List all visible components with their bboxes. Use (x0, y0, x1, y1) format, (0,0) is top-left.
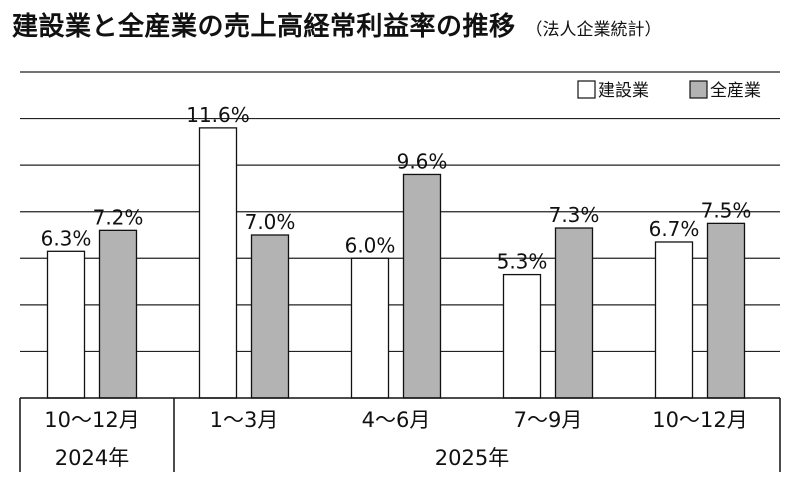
chart-title: 建設業と全産業の売上高経常利益率の推移 (12, 12, 516, 42)
data-label: 7.0% (245, 210, 296, 234)
data-label: 7.3% (549, 203, 600, 227)
data-label: 6.0% (345, 233, 396, 257)
year-label: 2024年 (55, 446, 129, 470)
legend: 建設業 全産業 (577, 80, 761, 101)
bars (46, 127, 746, 399)
data-label: 5.3% (497, 250, 548, 274)
bar (198, 127, 238, 399)
data-label: 11.6% (186, 103, 250, 127)
x-tick-label: 10～12月 (44, 408, 139, 432)
data-label: 7.2% (93, 205, 144, 229)
chart-title-block: 建設業と全産業の売上高経常利益率の推移 （法人企業統計） (12, 6, 662, 43)
legend-label: 全産業 (710, 81, 761, 101)
bar (350, 257, 390, 399)
bar (706, 222, 746, 399)
x-tick-label: 4～6月 (362, 408, 431, 432)
gridlines (20, 71, 780, 353)
data-label: 6.3% (41, 226, 92, 250)
year-label: 2025年 (435, 446, 509, 470)
data-label: 6.7% (649, 217, 700, 241)
x-axis: 10～12月 1～3月 4～6月 7～9月 10～12月 2024年 2025年 (19, 397, 781, 472)
data-label: 9.6% (397, 149, 448, 173)
x-tick-label: 1～3月 (210, 408, 279, 432)
legend-swatch (689, 80, 708, 99)
bar (250, 234, 290, 399)
bar (654, 241, 694, 399)
bar (502, 273, 542, 399)
bar (46, 250, 86, 399)
value-labels: 6.3%7.2% 11.6% 7.0% 6.0% 9.6% 5.3%7.3% 6.7%7.5… (41, 103, 752, 274)
legend-label: 建設業 (598, 81, 649, 101)
x-tick-label: 7～9月 (514, 408, 583, 432)
x-tick-label: 10～12月 (652, 408, 747, 432)
bar (98, 229, 138, 399)
chart-subtitle: （法人企業統計） (525, 20, 662, 40)
bar (554, 227, 594, 399)
data-label: 7.5% (701, 198, 752, 222)
bar (402, 173, 442, 399)
legend-swatch (577, 80, 596, 99)
